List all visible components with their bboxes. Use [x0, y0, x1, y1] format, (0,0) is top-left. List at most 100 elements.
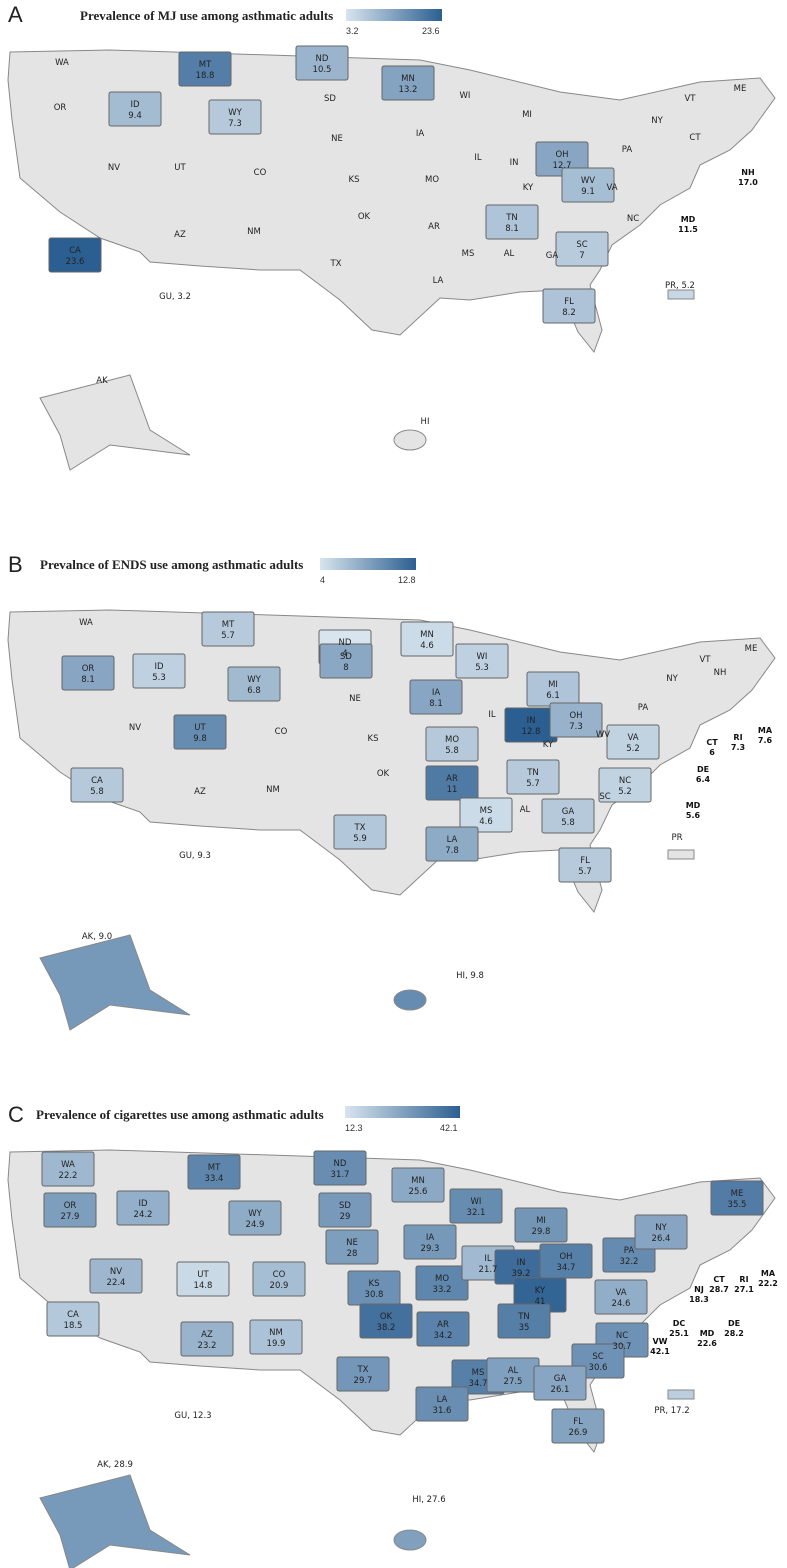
- state-label-ks: KS: [368, 734, 379, 744]
- state-value-wy: 6.8: [247, 686, 261, 696]
- state-label-sd: SD: [340, 652, 352, 662]
- state-label-mt: MT: [199, 60, 212, 70]
- state-value-il: 21.7: [479, 1265, 498, 1275]
- state-value-ca: 18.5: [64, 1321, 83, 1331]
- state-label-ut: UT: [174, 163, 186, 173]
- state-label-ms: MS: [472, 1368, 485, 1378]
- state-shape-mn: [400, 621, 454, 657]
- state-label-co: CO: [254, 168, 267, 178]
- state-value-ia: 29.3: [421, 1244, 440, 1254]
- state-label-ok: OK: [380, 1312, 393, 1322]
- state-value-ms: 4.6: [479, 817, 493, 827]
- panel-b-alaska-shape: [39, 934, 191, 1031]
- state-shape-wy: [228, 1200, 282, 1236]
- state-value-ms: 34.7: [469, 1379, 488, 1389]
- state-shape-ok: [359, 1303, 413, 1339]
- state-label-fl: FL: [573, 1417, 583, 1427]
- state-label-me: ME: [731, 1189, 744, 1199]
- state-label-ca: CA: [69, 246, 81, 256]
- panel-c-letter: C: [8, 1102, 24, 1127]
- state-value-wy: 7.3: [228, 119, 242, 129]
- state-shape-wy: [208, 99, 262, 135]
- state-label-ga: GA: [546, 251, 559, 261]
- state-label-ms: MS: [462, 249, 475, 259]
- state-label-tx: TX: [356, 1365, 368, 1375]
- state-value-tx: 29.7: [354, 1376, 373, 1386]
- state-shape-ga: [533, 1365, 587, 1401]
- state-label-sc: SC: [576, 240, 587, 250]
- state-label-al: AL: [508, 1366, 519, 1376]
- state-shape-mi: [514, 1207, 568, 1243]
- state-value-me: 35.5: [728, 1200, 747, 1210]
- state-value-mo: 33.2: [433, 1285, 452, 1295]
- callout-value-ma: 7.6: [758, 736, 773, 745]
- state-label-al: AL: [520, 805, 531, 815]
- state-label-ne: NE: [349, 694, 361, 704]
- state-shape-wi: [455, 643, 509, 679]
- state-label-az: AZ: [201, 1330, 213, 1340]
- state-label-nc: NC: [627, 214, 639, 224]
- territory-label: AK, 28.9: [97, 1460, 133, 1470]
- state-value-sc: 7: [579, 251, 584, 261]
- state-value-sd: 8: [343, 663, 348, 673]
- state-shape-ny: [634, 1214, 688, 1250]
- state-value-la: 7.8: [445, 846, 459, 856]
- state-shape-tn: [497, 1303, 551, 1339]
- state-label-me: ME: [745, 644, 758, 654]
- state-label-wi: WI: [471, 1197, 482, 1207]
- callout-label-nj: NJ: [694, 1285, 704, 1294]
- callout-value-md: 22.6: [697, 1339, 717, 1348]
- state-shape-ca: [46, 1301, 100, 1337]
- callout-label-de: DE: [728, 1319, 740, 1328]
- callout-label-ct: CT: [713, 1275, 725, 1284]
- state-shape-nm: [249, 1319, 303, 1355]
- state-label-ar: AR: [446, 774, 458, 784]
- state-label-pa: PA: [622, 145, 633, 155]
- state-label-in: IN: [527, 716, 536, 726]
- state-value-tx: 5.9: [353, 834, 367, 844]
- state-value-id: 5.3: [152, 673, 166, 683]
- state-value-oh: 12.7: [553, 161, 572, 171]
- state-label-ga: GA: [562, 807, 575, 817]
- state-value-sd: 29: [340, 1212, 351, 1222]
- territory-label: HI, 9.8: [456, 971, 484, 981]
- state-value-mi: 29.8: [532, 1227, 551, 1237]
- panel-c-legend-bar: [345, 1106, 460, 1118]
- state-label-tn: TN: [505, 213, 518, 223]
- state-value-wi: 32.1: [467, 1208, 486, 1218]
- state-label-ar: AR: [428, 222, 440, 232]
- state-label-nh: NH: [714, 668, 727, 678]
- state-label-in: IN: [510, 158, 519, 168]
- state-label-mn: MN: [411, 1176, 425, 1186]
- state-label-nc: NC: [619, 776, 631, 786]
- territory-label: PR: [671, 833, 682, 843]
- state-shape-wy: [227, 666, 281, 702]
- state-value-mi: 6.1: [546, 691, 560, 701]
- state-value-or: 27.9: [61, 1212, 80, 1222]
- state-value-mn: 25.6: [409, 1187, 428, 1197]
- state-shape-ia: [409, 679, 463, 715]
- panel-b-legend-bar: [320, 558, 416, 570]
- state-shape-tn: [506, 759, 560, 795]
- state-value-oh: 7.3: [569, 722, 583, 732]
- state-shape-me: [710, 1180, 764, 1216]
- state-label-wy: WY: [248, 1209, 262, 1219]
- state-label-il: IL: [474, 153, 482, 163]
- state-value-pa: 32.2: [620, 1257, 639, 1267]
- callout-label-vw: VW: [652, 1337, 667, 1346]
- state-value-ut: 9.8: [193, 734, 207, 744]
- state-label-il: IL: [484, 1254, 492, 1264]
- state-value-va: 5.2: [626, 744, 640, 754]
- state-label-co: CO: [275, 727, 288, 737]
- panel-c-pr-shape: [667, 1389, 695, 1400]
- state-label-nd: ND: [339, 638, 352, 648]
- state-label-la: LA: [447, 835, 458, 845]
- state-value-ok: 38.2: [377, 1323, 396, 1333]
- state-shape-ar: [425, 765, 479, 801]
- state-shape-fl: [542, 288, 596, 324]
- callout-value-nj: 18.3: [689, 1295, 709, 1304]
- state-shape-or: [43, 1192, 97, 1228]
- state-shape-co: [252, 1261, 306, 1297]
- callout-label-md: MD: [681, 215, 696, 224]
- state-label-ct: CT: [689, 133, 701, 143]
